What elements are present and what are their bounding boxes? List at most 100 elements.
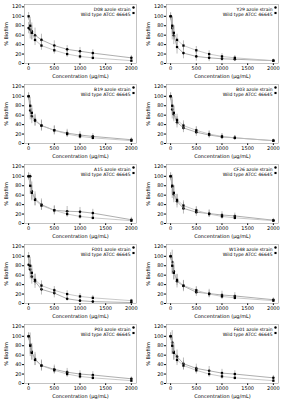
svg-text:Concentration (μg/mL): Concentration (μg/mL) xyxy=(52,393,109,400)
svg-text:Wild type ATCC 46645: Wild type ATCC 46645 xyxy=(81,172,131,177)
svg-text:Wild type ATCC 46645: Wild type ATCC 46645 xyxy=(223,92,273,97)
svg-text:W1348 azole strain: W1348 azole strain xyxy=(229,247,273,252)
svg-text:80: 80 xyxy=(15,102,21,108)
svg-text:500: 500 xyxy=(50,65,60,71)
svg-text:Wild type ATCC 46645: Wild type ATCC 46645 xyxy=(81,332,131,337)
svg-text:500: 500 xyxy=(192,65,202,71)
svg-text:1000: 1000 xyxy=(74,65,87,71)
svg-text:20: 20 xyxy=(15,51,21,57)
svg-text:100: 100 xyxy=(154,333,164,339)
svg-text:60: 60 xyxy=(157,272,163,278)
svg-text:80: 80 xyxy=(157,342,163,348)
svg-text:120: 120 xyxy=(154,243,164,249)
svg-text:1500: 1500 xyxy=(241,145,254,151)
svg-text:500: 500 xyxy=(192,305,202,311)
svg-text:80: 80 xyxy=(157,102,163,108)
svg-text:0: 0 xyxy=(18,60,21,66)
svg-text:% Biofilm: % Biofilm xyxy=(145,262,151,286)
svg-text:Concentration (μg/mL): Concentration (μg/mL) xyxy=(194,393,251,400)
svg-text:60: 60 xyxy=(15,192,21,198)
svg-text:100: 100 xyxy=(12,333,22,339)
svg-text:60: 60 xyxy=(15,352,21,358)
svg-text:40: 40 xyxy=(157,281,163,287)
svg-text:1500: 1500 xyxy=(99,305,112,311)
svg-text:Wild type ATCC 46645: Wild type ATCC 46645 xyxy=(223,172,273,177)
svg-text:0: 0 xyxy=(27,225,30,231)
svg-text:2000: 2000 xyxy=(267,305,280,311)
svg-text:120: 120 xyxy=(154,163,164,169)
svg-text:1500: 1500 xyxy=(241,225,254,231)
svg-text:100: 100 xyxy=(154,253,164,259)
svg-text:1500: 1500 xyxy=(99,225,112,231)
svg-text:40: 40 xyxy=(15,41,21,47)
svg-text:20: 20 xyxy=(157,211,163,217)
svg-text:80: 80 xyxy=(15,182,21,188)
svg-text:% Biofilm: % Biofilm xyxy=(3,22,9,46)
svg-text:20: 20 xyxy=(15,371,21,377)
svg-text:1000: 1000 xyxy=(74,225,87,231)
svg-text:100: 100 xyxy=(154,13,164,19)
svg-text:40: 40 xyxy=(157,121,163,127)
svg-text:0: 0 xyxy=(160,300,163,306)
svg-text:1000: 1000 xyxy=(216,65,229,71)
svg-text:B03 azole strain: B03 azole strain xyxy=(236,87,273,92)
svg-text:2000: 2000 xyxy=(267,145,280,151)
svg-text:500: 500 xyxy=(192,145,202,151)
svg-text:60: 60 xyxy=(15,32,21,38)
svg-text:% Biofilm: % Biofilm xyxy=(3,262,9,286)
svg-text:20: 20 xyxy=(157,371,163,377)
svg-text:Concentration (μg/mL): Concentration (μg/mL) xyxy=(52,313,109,320)
svg-text:% Biofilm: % Biofilm xyxy=(3,102,9,126)
svg-text:40: 40 xyxy=(157,201,163,207)
svg-text:1000: 1000 xyxy=(74,305,87,311)
svg-text:100: 100 xyxy=(12,93,22,99)
svg-text:% Biofilm: % Biofilm xyxy=(145,182,151,206)
svg-text:0: 0 xyxy=(27,305,30,311)
svg-text:F601 azole strain: F601 azole strain xyxy=(234,327,273,332)
svg-text:Concentration (μg/mL): Concentration (μg/mL) xyxy=(194,73,251,80)
svg-text:120: 120 xyxy=(154,83,164,89)
svg-text:0: 0 xyxy=(169,385,172,391)
svg-text:1500: 1500 xyxy=(241,385,254,391)
svg-text:60: 60 xyxy=(157,192,163,198)
svg-text:500: 500 xyxy=(50,225,60,231)
svg-text:2000: 2000 xyxy=(125,225,138,231)
svg-text:20: 20 xyxy=(15,291,21,297)
svg-text:1500: 1500 xyxy=(241,305,254,311)
svg-text:P03 azole strain: P03 azole strain xyxy=(94,327,130,332)
svg-text:Y29 azole strain: Y29 azole strain xyxy=(235,7,272,12)
svg-text:120: 120 xyxy=(12,83,22,89)
svg-text:500: 500 xyxy=(50,385,60,391)
svg-text:Wild type ATCC 46645: Wild type ATCC 46645 xyxy=(223,332,273,337)
svg-text:20: 20 xyxy=(15,211,21,217)
svg-text:1000: 1000 xyxy=(74,385,87,391)
svg-text:0: 0 xyxy=(160,220,163,226)
svg-text:CF26 azole strain: CF26 azole strain xyxy=(233,167,272,172)
svg-text:500: 500 xyxy=(192,225,202,231)
svg-text:1000: 1000 xyxy=(216,145,229,151)
svg-text:0: 0 xyxy=(27,65,30,71)
svg-text:80: 80 xyxy=(15,342,21,348)
svg-text:2000: 2000 xyxy=(267,225,280,231)
svg-text:Wild type ATCC 46645: Wild type ATCC 46645 xyxy=(81,252,131,257)
svg-text:% Biofilm: % Biofilm xyxy=(3,342,9,366)
svg-text:20: 20 xyxy=(157,291,163,297)
svg-text:80: 80 xyxy=(15,22,21,28)
svg-text:Wild type ATCC 46645: Wild type ATCC 46645 xyxy=(81,12,131,17)
svg-text:60: 60 xyxy=(157,112,163,118)
svg-text:% Biofilm: % Biofilm xyxy=(3,182,9,206)
svg-text:0: 0 xyxy=(18,220,21,226)
svg-text:40: 40 xyxy=(157,361,163,367)
svg-text:120: 120 xyxy=(12,3,22,9)
svg-text:Concentration (μg/mL): Concentration (μg/mL) xyxy=(194,313,251,320)
svg-text:40: 40 xyxy=(157,41,163,47)
svg-text:2000: 2000 xyxy=(125,385,138,391)
svg-text:500: 500 xyxy=(50,145,60,151)
svg-text:1000: 1000 xyxy=(216,305,229,311)
svg-text:0: 0 xyxy=(160,380,163,386)
svg-text:60: 60 xyxy=(15,272,21,278)
svg-text:120: 120 xyxy=(154,323,164,329)
svg-text:0: 0 xyxy=(160,60,163,66)
svg-text:40: 40 xyxy=(15,201,21,207)
svg-text:% Biofilm: % Biofilm xyxy=(145,22,151,46)
